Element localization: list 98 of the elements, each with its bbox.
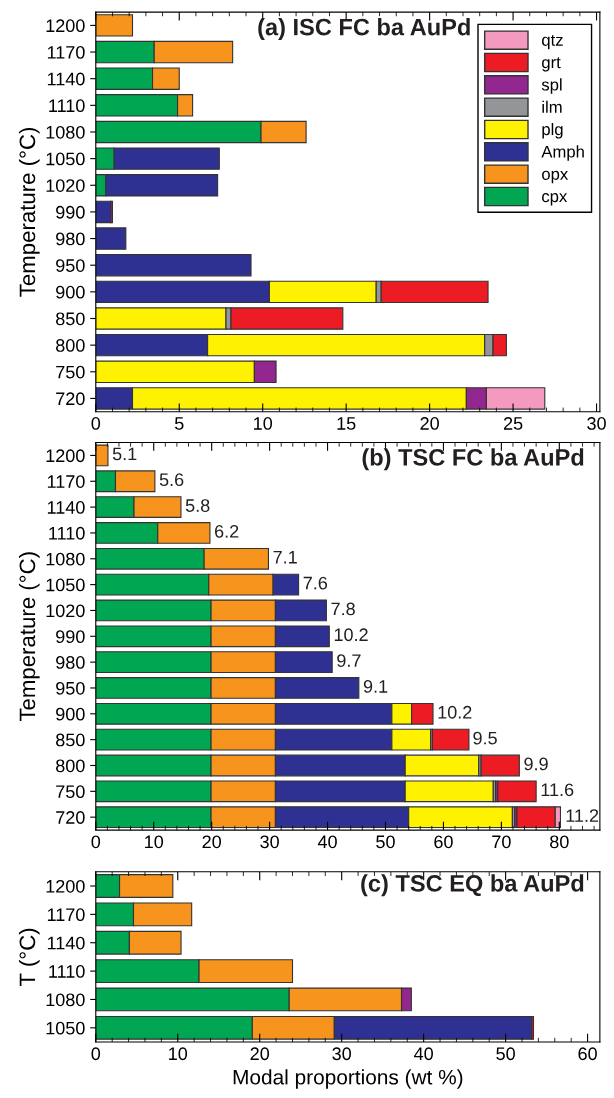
x-tick-label: 80: [550, 835, 569, 849]
y-tick-label: 1050: [46, 1021, 85, 1035]
y-tick-label: 1110: [49, 965, 85, 978]
x-tick-label: 25: [503, 417, 523, 430]
y-tick-label: 750: [56, 365, 85, 379]
x-tick-label: 60: [578, 1047, 597, 1061]
x-tick-label: 40: [317, 835, 337, 849]
y-tick-label: 900: [56, 285, 85, 299]
x-tick-label: 10: [254, 417, 273, 430]
bar: [497, 780, 537, 803]
y-tick-label: 1200: [46, 19, 85, 33]
y-tick-label: 1080: [46, 993, 85, 1007]
chart-title: (b) TSC FC ba AuPd: [362, 448, 584, 471]
x-tick-label: 50: [376, 835, 395, 849]
x-tick-label: 70: [492, 835, 511, 849]
annotation: 9.1: [363, 680, 388, 693]
y-tick-label: 950: [56, 259, 85, 272]
annotation: 10.2: [334, 628, 368, 642]
y-tick-label: 720: [56, 392, 85, 406]
x-tick-label: 30: [260, 835, 279, 849]
legend-label: ilm: [542, 100, 562, 113]
annotation: 10.2: [438, 705, 472, 719]
y-axis-title: Temperature (°C): [18, 552, 40, 722]
y-tick-label: 1170: [47, 45, 85, 59]
annotation: 7.8: [331, 602, 355, 616]
y-tick-label: 1080: [46, 552, 85, 566]
bar: [95, 307, 227, 330]
annotation: 7.6: [303, 576, 328, 590]
annotation: 6.2: [215, 524, 239, 538]
annotation: 5.8: [185, 499, 210, 512]
y-tick-label: 1140: [47, 936, 85, 950]
x-tick-label: 30: [587, 417, 606, 430]
y-tick-label: 1050: [46, 152, 85, 166]
annotation: 9.5: [473, 731, 497, 745]
annotation: 7.1: [273, 551, 297, 564]
x-tick-label: 20: [420, 417, 439, 430]
bar: [480, 754, 520, 777]
y-tick-label: 750: [56, 785, 85, 799]
legend-label: grt: [542, 57, 561, 72]
annotation: 9.9: [524, 757, 548, 771]
y-tick-label: 1170: [47, 475, 85, 488]
legend-label: qtz: [542, 34, 563, 50]
legend-label: spl: [541, 78, 562, 94]
x-tick-label: 0: [91, 417, 101, 430]
y-tick-label: 980: [56, 232, 85, 246]
y-tick-label: 1140: [47, 72, 85, 86]
y-tick-label: 850: [56, 733, 85, 747]
bar: [95, 14, 134, 37]
y-tick-label: 1200: [46, 879, 85, 893]
legend-label: Amph: [541, 145, 584, 161]
y-tick-label: 1020: [46, 179, 85, 192]
legend-label: cpx: [542, 193, 568, 206]
x-axis-title: Modal proportions (wt %): [233, 1069, 463, 1089]
y-tick-label: 1080: [46, 125, 85, 139]
x-tick-label: 5: [174, 417, 184, 430]
chart-title: (a) ISC FC ba AuPd: [258, 18, 470, 41]
bar: [95, 253, 252, 277]
x-tick-label: 0: [91, 1047, 101, 1061]
y-axis-title: Temperature (°C): [18, 127, 40, 297]
y-tick-label: 720: [56, 811, 85, 824]
y-tick-label: 1170: [47, 908, 85, 922]
x-tick-label: 40: [414, 1047, 433, 1061]
x-tick-label: 50: [496, 1047, 515, 1061]
x-tick-label: 15: [337, 417, 356, 430]
y-tick-label: 990: [56, 205, 85, 219]
chart-title: (c) TSC EQ ba AuPd: [361, 874, 584, 897]
annotation: 11.6: [541, 783, 574, 797]
x-tick-label: 60: [434, 835, 453, 849]
y-tick-label: 800: [56, 759, 85, 773]
bar: [95, 444, 109, 467]
bar: [431, 728, 470, 751]
y-axis-title: T (°C): [18, 928, 40, 986]
y-tick-label: 1200: [46, 449, 85, 463]
y-tick-label: 1140: [47, 501, 85, 514]
bar: [380, 280, 489, 304]
annotation: 5.1: [112, 447, 137, 461]
x-tick-label: 10: [145, 835, 164, 849]
annotation: 9.7: [337, 654, 361, 667]
x-tick-label: 0: [91, 835, 101, 849]
y-tick-label: 1110: [49, 526, 85, 540]
y-tick-label: 990: [56, 630, 85, 644]
annotation: 11.2: [566, 809, 599, 822]
annotation: 5.6: [159, 473, 184, 487]
y-tick-label: 1050: [46, 578, 85, 592]
legend-label: opx: [542, 170, 569, 184]
y-tick-label: 900: [56, 707, 85, 721]
x-tick-label: 20: [250, 1047, 270, 1061]
y-tick-label: 1020: [46, 604, 85, 618]
y-tick-label: 980: [56, 656, 85, 669]
legend-label: plg: [542, 123, 563, 139]
x-tick-label: 20: [202, 835, 221, 849]
x-tick-label: 30: [332, 1047, 352, 1061]
bar: [95, 227, 127, 250]
y-tick-label: 1110: [49, 99, 85, 113]
y-tick-label: 800: [56, 339, 85, 352]
x-tick-label: 10: [169, 1047, 188, 1061]
y-tick-label: 950: [56, 681, 85, 695]
y-tick-label: 850: [56, 312, 85, 326]
